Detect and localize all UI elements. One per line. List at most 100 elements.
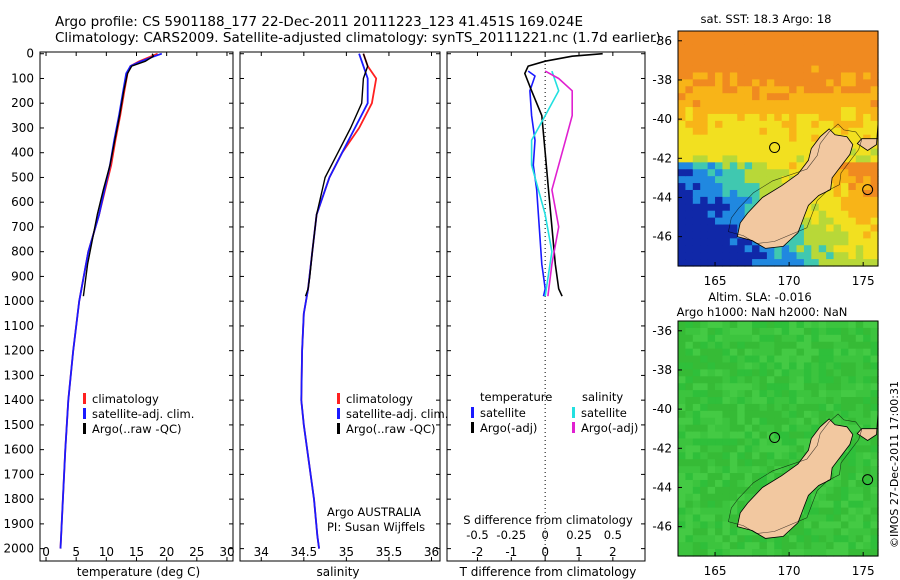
sst-cell xyxy=(759,176,768,184)
sst-cell xyxy=(870,72,879,80)
sla-cell xyxy=(744,459,753,467)
sla-cell xyxy=(789,362,798,370)
sla-cell xyxy=(692,514,701,523)
sla-cell xyxy=(715,390,724,398)
sla-cell xyxy=(744,466,753,474)
sla-cell xyxy=(715,473,724,481)
x-tick-label: 15 xyxy=(129,545,144,559)
sla-cell xyxy=(863,466,872,474)
sla-cell xyxy=(744,410,753,419)
sst-cell xyxy=(818,51,827,60)
sla-cell xyxy=(811,321,820,329)
sst-cell xyxy=(715,31,724,39)
sla-cell xyxy=(811,507,820,516)
sst-cell xyxy=(863,93,872,101)
sla-cell xyxy=(848,452,857,460)
sla-cell xyxy=(789,403,798,412)
sla-cell xyxy=(729,417,738,426)
sla-cell xyxy=(685,549,694,557)
sst-cell xyxy=(685,44,694,53)
sla-cell xyxy=(848,535,857,543)
sst-cell xyxy=(685,183,694,191)
sla-cell xyxy=(759,466,768,474)
sst-cell xyxy=(737,65,746,74)
sla-cell xyxy=(700,390,709,398)
sst-cell xyxy=(700,31,709,39)
sst-cell xyxy=(766,183,775,191)
sst-cell xyxy=(744,31,753,39)
sst-cell xyxy=(752,65,761,74)
sst-cell xyxy=(774,245,783,253)
sst-cell xyxy=(840,65,849,74)
sst-cell xyxy=(863,100,872,108)
sla-cell xyxy=(715,493,724,502)
sla-cell xyxy=(826,321,835,329)
sla-cell xyxy=(818,348,827,357)
sla-cell xyxy=(722,521,731,529)
sst-cell xyxy=(840,252,849,260)
sst-cell xyxy=(811,210,820,219)
sst-cell xyxy=(789,155,798,163)
sla-cell xyxy=(833,459,842,467)
sst-cell xyxy=(700,189,709,198)
sst-cell xyxy=(833,238,842,246)
sst-cell xyxy=(774,169,783,177)
sst-cell xyxy=(774,113,783,122)
sst-cell xyxy=(789,113,798,122)
sst-cell xyxy=(803,93,812,101)
sst-cell xyxy=(833,231,842,239)
sst-cell xyxy=(692,107,701,115)
sst-cell xyxy=(818,113,827,122)
sst-cell xyxy=(840,162,849,170)
sst-cell xyxy=(811,245,820,253)
sst-cell xyxy=(744,169,753,177)
sla-cell xyxy=(803,341,812,350)
sla-cell xyxy=(715,549,724,557)
sla-cell xyxy=(855,334,864,343)
sst-cell xyxy=(752,183,761,191)
sst-lat-tick-label: -44 xyxy=(652,190,672,204)
sla-cell xyxy=(840,321,849,329)
sst-cell xyxy=(863,58,872,67)
sst-cell xyxy=(692,169,701,177)
temperature-legend-label: Argo(..raw -QC) xyxy=(92,422,182,436)
sla-cell xyxy=(848,438,857,447)
sla-cell xyxy=(811,397,820,405)
sst-cell xyxy=(826,107,835,115)
sla-cell xyxy=(855,493,864,502)
sla-cell xyxy=(803,528,812,536)
sla-cell xyxy=(737,341,746,350)
sst-cell xyxy=(752,196,761,205)
sla-lat-tick-label: -40 xyxy=(652,402,672,416)
sst-cell xyxy=(692,231,701,239)
sla-cell xyxy=(752,459,761,467)
sla-cell xyxy=(870,452,879,460)
salinity-argo-line xyxy=(304,53,369,297)
sla-cell xyxy=(759,424,768,433)
sst-cell xyxy=(848,79,857,87)
sla-cell xyxy=(803,390,812,398)
sla-cell xyxy=(722,459,731,467)
sst-cell xyxy=(729,148,738,157)
sla-cell xyxy=(840,383,849,391)
sst-cell xyxy=(833,169,842,177)
sst-cell xyxy=(707,217,716,226)
sst-lon-tick-label: 170 xyxy=(778,274,801,288)
sst-cell xyxy=(700,169,709,177)
sla-cell xyxy=(811,362,820,370)
sst-cell xyxy=(781,72,790,80)
sla-cell xyxy=(715,514,724,523)
sla-cell xyxy=(766,355,775,364)
sst-cell xyxy=(707,86,716,94)
sla-cell xyxy=(678,528,687,536)
sst-cell xyxy=(692,183,701,191)
sla-cell xyxy=(722,438,731,447)
sst-cell xyxy=(803,252,812,260)
sla-cell xyxy=(848,369,857,377)
sst-cell xyxy=(774,155,783,163)
sla-cell xyxy=(855,397,864,405)
sla-cell xyxy=(737,410,746,419)
sla-cell xyxy=(848,341,857,350)
sla-cell xyxy=(692,500,701,509)
sla-cell xyxy=(715,403,724,412)
